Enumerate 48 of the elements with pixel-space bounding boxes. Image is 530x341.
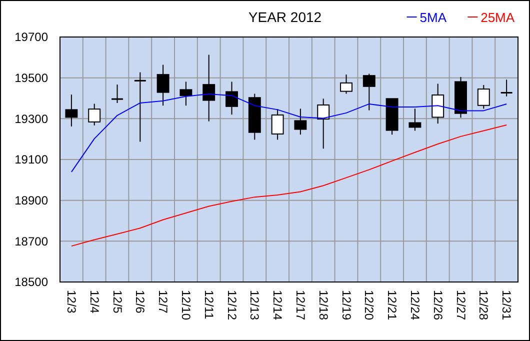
candlestick (340, 74, 352, 94)
x-tick-label: 12/4 (87, 290, 102, 314)
candlestick (317, 98, 330, 150)
candlestick (362, 73, 376, 111)
y-tick-label: 19700 (14, 30, 48, 44)
candlestick (226, 81, 238, 116)
x-tick-label: 12/31 (500, 290, 514, 320)
candlestick (134, 72, 147, 142)
candlestick (271, 108, 284, 140)
x-tick-label: 12/26 (430, 290, 445, 320)
y-tick-label: 19100 (14, 152, 48, 167)
candlestick (294, 108, 307, 136)
y-tick-label: 18700 (14, 234, 48, 248)
candlestick (202, 54, 216, 122)
x-tick-label: 12/17 (293, 290, 308, 320)
x-tick-label: 12/14 (270, 290, 285, 320)
x-tick-label: 12/3 (64, 290, 78, 314)
x-tick-label: 12/6 (133, 290, 148, 314)
x-tick-label: 12/24 (408, 290, 422, 320)
candlestick (180, 81, 192, 106)
line-series (70, 124, 508, 247)
x-tick-label: 12/28 (476, 290, 491, 320)
legend-label: 25MA (480, 10, 515, 25)
x-tick-label: 12/11 (202, 290, 216, 320)
chart-title: YEAR 2012 (248, 9, 322, 25)
x-tick-label: 12/13 (248, 290, 262, 320)
candlestick (65, 94, 78, 127)
x-tick-label: 12/12 (224, 290, 239, 320)
candlestick (477, 84, 490, 110)
candlestick (432, 83, 444, 124)
candlestick (110, 84, 124, 104)
y-tick-label: 19500 (14, 71, 48, 86)
x-tick-label: 12/18 (316, 290, 330, 320)
x-tick-label: 12/7 (156, 290, 170, 314)
y-tick-label: 18500 (14, 275, 48, 290)
candlestick (500, 79, 514, 97)
y-tick-label: 18900 (14, 194, 48, 208)
candlestick (408, 108, 422, 132)
x-tick-label: 12/5 (110, 290, 124, 314)
legend-label: 5MA (420, 10, 447, 25)
x-tick-label: 12/10 (178, 290, 193, 320)
x-tick-label: 12/27 (454, 290, 468, 320)
candlestick (156, 64, 170, 106)
y-tick-label: 19300 (14, 112, 48, 126)
x-tick-label: 12/21 (385, 290, 400, 320)
x-tick-label: 12/20 (362, 290, 376, 320)
candlestick (88, 103, 101, 126)
x-tick-label: 12/19 (339, 290, 354, 320)
